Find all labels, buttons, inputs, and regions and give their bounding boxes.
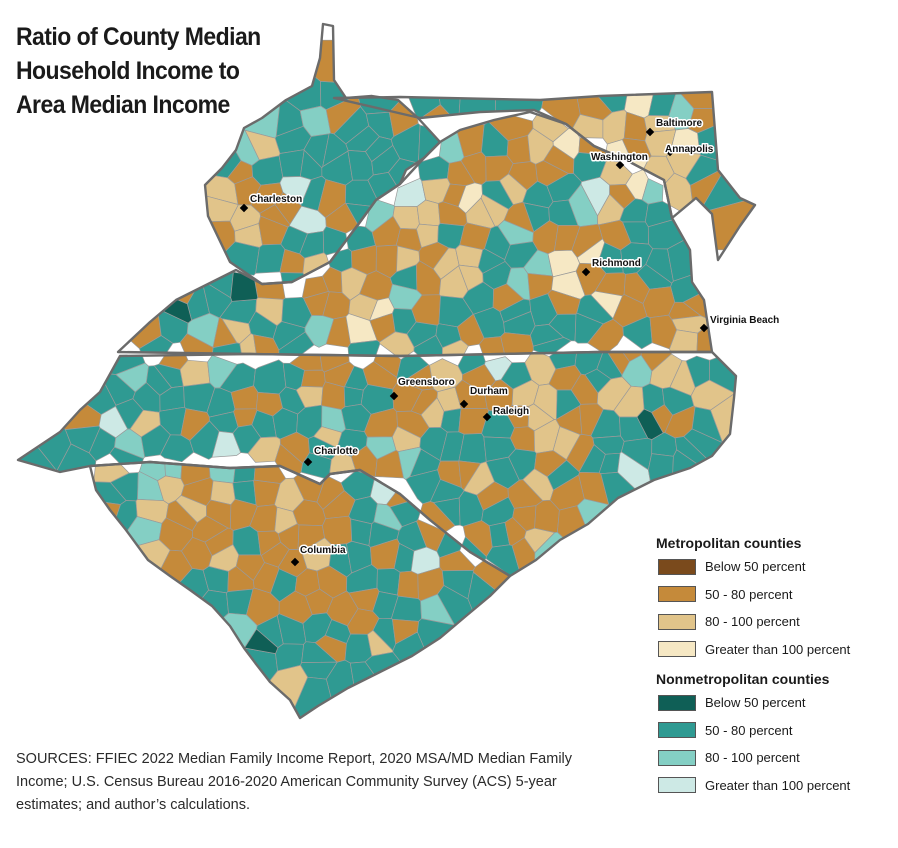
legend-swatch	[658, 586, 696, 603]
legend-swatch	[658, 777, 696, 794]
city-charlotte: Charlotte	[303, 445, 360, 467]
county-region	[125, 539, 171, 587]
city-virginia-beach: Virginia Beach	[699, 314, 781, 333]
county-region	[417, 618, 460, 664]
county-region	[253, 359, 287, 395]
legend-item-metro-50-80: 50 - 80 percent	[656, 581, 896, 609]
city-marker-icon	[303, 457, 313, 467]
city-label: Charlotte	[314, 446, 358, 457]
county-region	[416, 199, 441, 227]
county-region	[636, 408, 664, 440]
city-label: Greensboro	[398, 377, 455, 388]
city-label: Richmond	[592, 258, 641, 269]
legend-label: Greater than 100 percent	[705, 641, 851, 657]
county-region	[413, 334, 443, 356]
sources-note: SOURCES: FFIEC 2022 Median Family Income…	[16, 751, 573, 813]
city-label: Annapolis	[665, 144, 714, 155]
county-region	[343, 386, 364, 408]
county-region	[300, 369, 326, 388]
county-region	[243, 628, 279, 654]
county-region	[374, 449, 405, 479]
legend-item-nonmetro-below-50: Below 50 percent	[656, 689, 896, 717]
county-region	[321, 381, 346, 410]
county-region	[397, 570, 419, 600]
city-marker-icon	[581, 267, 591, 277]
state-border-sc	[88, 460, 512, 720]
legend-label: Below 50 percent	[705, 695, 806, 711]
legend-item-metro-80-100: 80 - 100 percent	[656, 608, 896, 636]
legend: Metropolitan counties Below 50 percent 5…	[656, 533, 896, 799]
legend-metro-heading: Metropolitan counties	[656, 535, 802, 551]
city-marker-icon	[482, 412, 492, 422]
county-region	[458, 433, 487, 464]
legend-swatch	[658, 558, 696, 575]
legend-label: Below 50 percent	[705, 559, 806, 575]
city-annapolis: Annapolis	[664, 143, 716, 157]
county-region	[230, 271, 259, 302]
city-marker-icon	[389, 391, 399, 401]
state-border-md	[332, 90, 757, 262]
county-region	[253, 271, 286, 300]
legend-swatch	[658, 749, 696, 766]
city-raleigh: Raleigh	[482, 405, 531, 422]
city-columbia: Columbia	[290, 544, 347, 567]
county-region	[252, 334, 280, 356]
legend-swatch	[658, 722, 696, 739]
city-charleston: Charleston	[239, 193, 304, 213]
legend-swatch	[658, 641, 696, 658]
county-region	[344, 633, 373, 664]
state-borders	[16, 22, 757, 720]
legend-item-metro-below-50: Below 50 percent	[656, 553, 896, 581]
city-marker-icon	[459, 399, 469, 409]
city-label: Washington	[591, 152, 648, 163]
city-label: Virginia Beach	[710, 315, 779, 326]
state-border-va	[116, 110, 714, 358]
legend-label: 80 - 100 percent	[705, 614, 800, 630]
city-label: Baltimore	[656, 118, 703, 129]
legend-label: 50 - 80 percent	[705, 722, 793, 738]
city-marker-icon	[699, 323, 709, 333]
city-greensboro: Greensboro	[389, 376, 456, 401]
legend-swatch	[658, 613, 696, 630]
county-region	[208, 462, 237, 484]
legend-item-nonmetro-80-100: 80 - 100 percent	[656, 744, 896, 772]
city-durham: Durham	[459, 385, 509, 409]
legend-nonmetro-heading: Nonmetropolitan counties	[656, 671, 830, 687]
city-richmond: Richmond	[581, 257, 642, 277]
legend-item-nonmetro-50-80: 50 - 80 percent	[656, 717, 896, 745]
county-region	[278, 149, 305, 178]
city-label: Raleigh	[493, 406, 529, 417]
title-line-2: Household Income to	[16, 57, 240, 85]
county-fills	[18, 39, 755, 718]
legend-swatch	[658, 694, 696, 711]
title-line-3: Area Median Income	[16, 91, 230, 119]
county-region	[441, 339, 469, 356]
title-line-1: Ratio of County Median	[16, 23, 261, 51]
county-region	[440, 408, 462, 433]
city-label: Charleston	[250, 194, 302, 205]
map-title: Ratio of County Median Household Income …	[16, 20, 283, 122]
legend-item-metro-gt-100: Greater than 100 percent	[656, 636, 896, 664]
city-label: Durham	[470, 386, 508, 397]
legend-label: Greater than 100 percent	[705, 777, 851, 793]
county-region	[376, 568, 401, 596]
county-region	[179, 359, 211, 387]
county-region	[186, 589, 229, 632]
legend-label: 50 - 80 percent	[705, 586, 793, 602]
county-region	[159, 434, 195, 463]
city-marker-icon	[290, 557, 300, 567]
city-marker-icon	[239, 203, 249, 213]
legend-item-nonmetro-gt-100: Greater than 100 percent	[656, 772, 896, 800]
city-label: Columbia	[300, 545, 346, 556]
city-markers: Baltimore Washington Annapolis Charleston Ri…	[239, 117, 781, 567]
legend-label: 80 - 100 percent	[705, 750, 800, 766]
